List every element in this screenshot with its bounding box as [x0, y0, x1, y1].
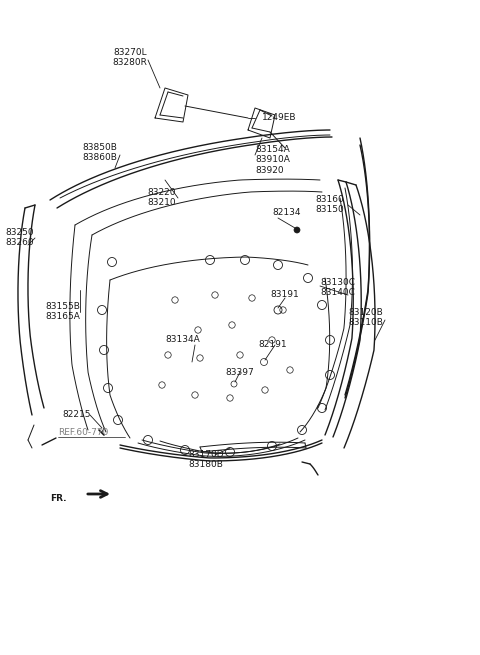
Text: 83270L
83280R: 83270L 83280R [113, 48, 147, 67]
Text: 83170D
83180B: 83170D 83180B [188, 450, 224, 470]
Text: 83220
83210: 83220 83210 [147, 188, 176, 208]
Text: 83397: 83397 [225, 368, 254, 377]
Text: 83160
83150: 83160 83150 [315, 195, 344, 214]
Circle shape [294, 227, 300, 233]
Text: REF.60-770: REF.60-770 [58, 428, 108, 437]
Text: 83134A: 83134A [165, 335, 200, 344]
Text: FR.: FR. [50, 494, 67, 503]
Text: 83130C
83140C: 83130C 83140C [320, 278, 355, 297]
Text: 83155B
83165A: 83155B 83165A [45, 302, 80, 322]
Text: 82215: 82215 [62, 410, 91, 419]
Text: 83191: 83191 [270, 290, 299, 299]
Text: 82191: 82191 [258, 340, 287, 349]
Text: 83154A
83910A
83920: 83154A 83910A 83920 [255, 145, 290, 175]
Text: 83250
83260: 83250 83260 [5, 228, 34, 248]
Text: 1249EB: 1249EB [262, 113, 297, 122]
Text: 82134: 82134 [272, 208, 300, 217]
Text: 83120B
83110B: 83120B 83110B [348, 308, 383, 328]
Text: 83850B
83860B: 83850B 83860B [82, 143, 117, 162]
